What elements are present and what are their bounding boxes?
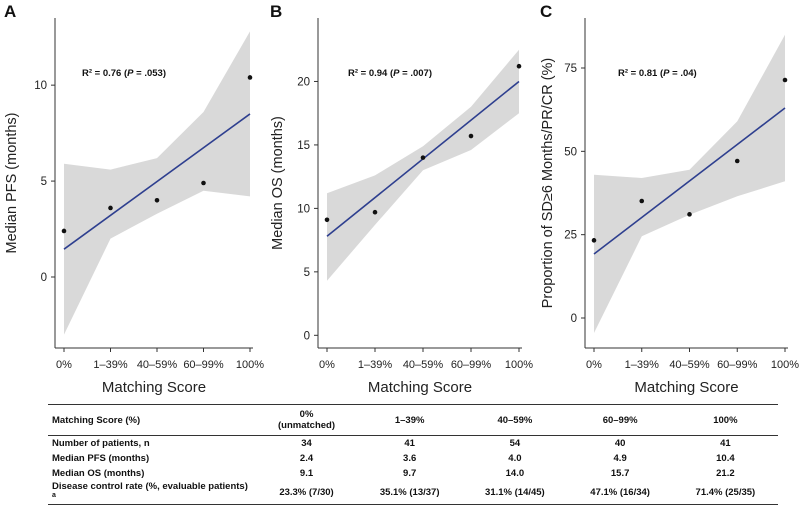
y-tick-label: 75: [564, 63, 577, 75]
footnote-marker: a: [52, 492, 56, 499]
y-axis-label: Median PFS (months): [4, 112, 20, 253]
x-tick-label: 0%: [319, 359, 335, 371]
y-tick-label: 50: [564, 146, 577, 158]
data-point: [372, 209, 378, 215]
x-tick-label: 0%: [586, 359, 602, 371]
table-cell: 9.1: [299, 468, 314, 479]
data-point: [154, 197, 160, 203]
row-label: Disease control rate (%, evaluable patie…: [48, 481, 256, 505]
x-tick-label: 100%: [771, 359, 799, 371]
table-row: Number of patients, n 34 41 54 40 41: [48, 436, 778, 452]
x-tick-label: 1–39%: [93, 359, 127, 371]
table-header-unmatched-line2: (unmatched): [278, 420, 336, 431]
x-tick-label: 40–59%: [403, 359, 444, 371]
x-tick-label: 0%: [56, 359, 72, 371]
table-row: Median OS (months) 9.1 9.7 14.0 15.7 21.…: [48, 466, 778, 481]
y-axis-label: Proportion of SD≥6 Months/PR/CR (%): [540, 58, 556, 309]
y-tick-label: 5: [304, 267, 310, 279]
row-label: Median PFS (months): [52, 453, 150, 464]
y-tick-label: 25: [564, 230, 577, 242]
table-cell: 47.1% (16/34): [567, 481, 673, 505]
data-point: [516, 63, 522, 69]
table-cell: 4.0: [508, 453, 522, 464]
panel-letter: B: [270, 2, 282, 21]
table-cell: 35.1% (13/37): [357, 481, 463, 505]
x-axis-label: Matching Score: [368, 379, 472, 395]
x-tick-label: 100%: [505, 359, 533, 371]
data-point: [782, 77, 788, 83]
data-point: [468, 133, 474, 139]
table-cell: 9.7: [403, 468, 417, 479]
confidence-band: [64, 31, 250, 335]
y-tick-label: 0: [571, 313, 577, 325]
fit-annotation: R² = 0.81 (P = .04): [618, 68, 697, 79]
data-point: [591, 238, 597, 243]
data-point: [201, 180, 206, 186]
table-cell: 10.4: [716, 453, 735, 464]
y-tick-label: 10: [297, 203, 310, 215]
x-tick-label: 100%: [236, 359, 264, 371]
table-cell: 4.9: [613, 453, 627, 464]
table-cell: 71.4% (25/35): [672, 481, 778, 505]
y-tick-label: 15: [297, 140, 310, 152]
data-point: [247, 75, 253, 80]
fit-annotation: R² = 0.76 (P = .053): [82, 68, 166, 79]
table-cell: 14.0: [505, 468, 525, 479]
x-axis-label: Matching Score: [102, 379, 206, 395]
y-tick-label: 5: [41, 176, 47, 188]
x-tick-label: 1–39%: [625, 359, 659, 371]
panel-letter: A: [4, 2, 16, 21]
table-cell: 54: [509, 438, 521, 449]
table-cell: 34: [301, 438, 312, 449]
table-cell: 23.3% (7/30): [256, 481, 358, 505]
data-point: [61, 228, 67, 234]
table-header-100: 100%: [672, 404, 778, 436]
table-header-matching-score: Matching Score (%): [48, 404, 256, 436]
table-cell: 15.7: [610, 468, 630, 479]
row-label: Median OS (months): [52, 468, 145, 479]
table-cell: 41: [720, 438, 731, 449]
summary-table: Matching Score (%) 0% (unmatched) 1–39% …: [48, 404, 778, 505]
x-tick-label: 1–39%: [358, 359, 392, 371]
table-header-1-39: 1–39%: [357, 404, 463, 436]
confidence-band: [594, 34, 785, 333]
regression-line: [63, 113, 251, 250]
data-point: [639, 198, 645, 204]
y-tick-label: 0: [304, 330, 310, 342]
table-row: Disease control rate (%, evaluable patie…: [48, 481, 778, 505]
table-header-unmatched-line1: 0%: [299, 409, 314, 420]
table-header-40-59: 40–59%: [462, 404, 568, 436]
table-header-unmatched: 0% (unmatched): [256, 404, 358, 436]
fit-annotation: R² = 0.94 (P = .007): [348, 68, 432, 79]
y-axis-label: Median OS (months): [270, 116, 286, 250]
y-tick-label: 20: [297, 76, 310, 88]
table-cell: 2.4: [299, 453, 314, 464]
data-point: [687, 212, 692, 217]
x-tick-label: 40–59%: [137, 359, 178, 371]
table-row: Median PFS (months) 2.4 3.6 4.0 4.9 10.4: [48, 451, 778, 466]
panel-letter: C: [540, 2, 552, 21]
x-tick-label: 60–99%: [183, 359, 224, 371]
regression-line: [593, 107, 786, 255]
data-point: [734, 158, 740, 164]
table-cell: 3.6: [403, 453, 417, 464]
data-point: [420, 155, 426, 160]
y-tick-label: 0: [41, 272, 47, 284]
x-tick-label: 40–59%: [669, 359, 710, 371]
table-cell: 40: [614, 438, 626, 449]
row-label-text: Disease control rate (%, evaluable patie…: [52, 481, 248, 492]
table-header-60-99: 60–99%: [567, 404, 673, 436]
table-cell: 31.1% (14/45): [462, 481, 568, 505]
table-cell: 21.2: [716, 468, 735, 479]
x-tick-label: 60–99%: [451, 359, 492, 371]
x-axis-label: Matching Score: [634, 379, 738, 395]
data-point: [108, 205, 113, 211]
data-point: [324, 217, 330, 223]
row-label: Number of patients, n: [52, 438, 150, 449]
table-cell: 41: [404, 438, 415, 449]
x-tick-label: 60–99%: [717, 359, 758, 371]
confidence-band: [327, 49, 519, 281]
y-tick-label: 10: [34, 80, 47, 92]
